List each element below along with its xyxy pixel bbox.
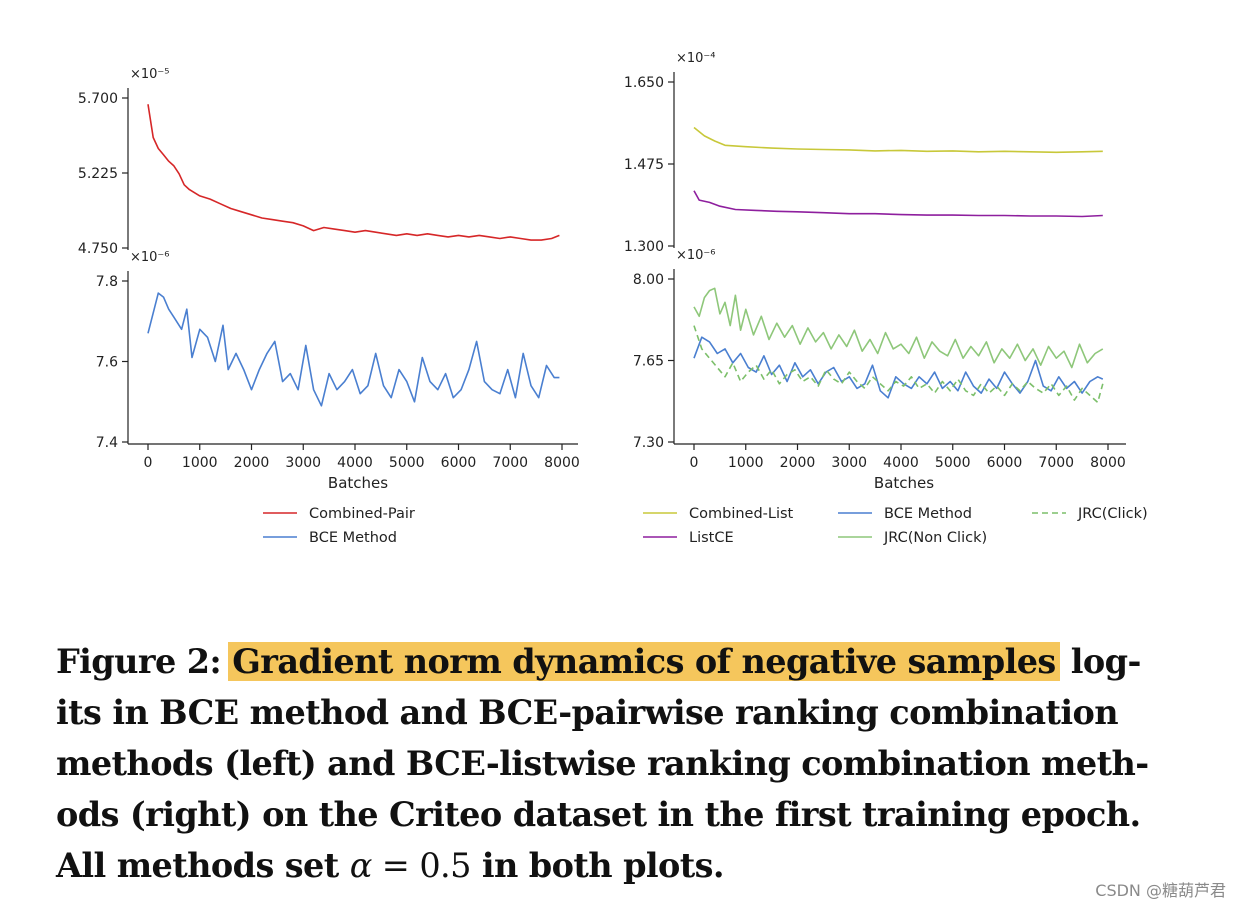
caption-line-4: ods (right) on the Criteo dataset in the… — [56, 795, 1141, 834]
right-bottom-x-tick-label: 1000 — [728, 455, 764, 471]
left-top-y-tick-label: 5.700 — [78, 91, 118, 107]
legend-right-2-label: JRC(Click) — [1077, 506, 1148, 522]
right-top-y-tick-label: 1.650 — [624, 75, 664, 91]
caption-alpha-value: 0.5 — [419, 846, 471, 885]
caption-highlight: Gradient norm dynamics of negative sampl… — [228, 642, 1060, 681]
right-top-y-tick-label: 1.300 — [624, 239, 664, 255]
caption-alpha: α — [349, 846, 373, 885]
caption-line5-a: All methods set — [56, 846, 350, 885]
left-bottom-x-axis-label: Batches — [328, 474, 388, 492]
right-top-series-listce — [693, 190, 1103, 218]
left-top-y-tick-label: 4.750 — [78, 241, 118, 257]
figure-caption: Figure 2: Gradient norm dynamics of nega… — [56, 636, 1196, 891]
legend-right-3-label: ListCE — [689, 530, 734, 546]
right-top-y-multiplier: ×10⁻⁴ — [676, 51, 716, 66]
left-bottom-x-tick-label: 3000 — [285, 455, 321, 471]
right-bottom-y-tick-label: 7.65 — [633, 354, 664, 370]
right-bottom-x-tick-label: 7000 — [1038, 455, 1074, 471]
caption-prefix: Figure 2: — [56, 642, 233, 681]
left-top-y-multiplier: ×10⁻⁵ — [130, 67, 170, 82]
left-bottom-x-tick-label: 6000 — [441, 455, 477, 471]
left-bottom-series-bce-method — [147, 292, 560, 407]
right-bottom-x-tick-label: 0 — [690, 455, 699, 471]
left-bottom-x-tick-label: 2000 — [234, 455, 270, 471]
left-top-y-tick-label: 5.225 — [78, 166, 118, 182]
left-bottom-x-tick-label: 8000 — [544, 455, 580, 471]
right-bottom-y-tick-label: 8.00 — [633, 272, 664, 288]
left-bottom-x-tick-label: 4000 — [337, 455, 373, 471]
right-bottom-x-tick-label: 6000 — [987, 455, 1023, 471]
right-bottom-series-jrc-click- — [693, 325, 1104, 404]
caption-equals: = — [371, 846, 420, 885]
caption-line-3: methods (left) and BCE-listwise ranking … — [56, 744, 1149, 783]
legend-left-0-label: Combined-Pair — [309, 506, 415, 522]
left-bottom-x-tick-label: 5000 — [389, 455, 425, 471]
left-bottom-y-multiplier: ×10⁻⁶ — [130, 250, 170, 265]
left-bottom-x-tick-label: 1000 — [182, 455, 218, 471]
right-bottom-x-axis-label: Batches — [874, 474, 934, 492]
right-bottom-x-tick-label: 3000 — [831, 455, 867, 471]
caption-line-2: its in BCE method and BCE-pairwise ranki… — [56, 693, 1119, 732]
legend-right-0-label: Combined-List — [689, 506, 794, 522]
left-bottom-y-tick-label: 7.4 — [96, 435, 118, 451]
legend-left-1-label: BCE Method — [309, 530, 397, 546]
right-bottom-y-multiplier: ×10⁻⁶ — [676, 248, 716, 263]
right-bottom-x-tick-label: 5000 — [935, 455, 971, 471]
caption-line-5: All methods set α = 0.5 in both plots. — [56, 840, 1196, 891]
figure-charts: ×10⁻⁵ 5.700 5.225 4.750 ×10⁻⁶ 7.8 7.6 7.4 0 1000 2… — [78, 51, 1148, 546]
legend-right-4-label: JRC(Non Click) — [883, 530, 987, 546]
right-bottom-x-tick-label: 2000 — [780, 455, 816, 471]
left-bottom-x-tick-label: 7000 — [492, 455, 528, 471]
left-bottom-y-tick-label: 7.6 — [96, 355, 118, 371]
right-top-series-combined-list — [693, 126, 1103, 154]
right-bottom-series-jrc-non-click- — [693, 287, 1104, 369]
legend-right-1-label: BCE Method — [884, 506, 972, 522]
caption-line-1: Figure 2: Gradient norm dynamics of nega… — [56, 636, 1196, 687]
left-bottom-y-tick-label: 7.8 — [96, 274, 118, 290]
left-top-series-combined-pair — [147, 104, 560, 241]
right-bottom-x-tick-label: 8000 — [1090, 455, 1126, 471]
right-bottom-y-tick-label: 7.30 — [633, 435, 664, 451]
caption-line5-c: in both plots. — [470, 846, 725, 885]
caption-rest-1: log- — [1059, 642, 1142, 681]
right-bottom-series-bce-method — [693, 336, 1104, 399]
right-bottom-x-tick-label: 4000 — [883, 455, 919, 471]
left-bottom-x-tick-label: 0 — [144, 455, 153, 471]
watermark: CSDN @糖葫芦君 — [1095, 881, 1226, 900]
right-top-y-tick-label: 1.475 — [624, 157, 664, 173]
